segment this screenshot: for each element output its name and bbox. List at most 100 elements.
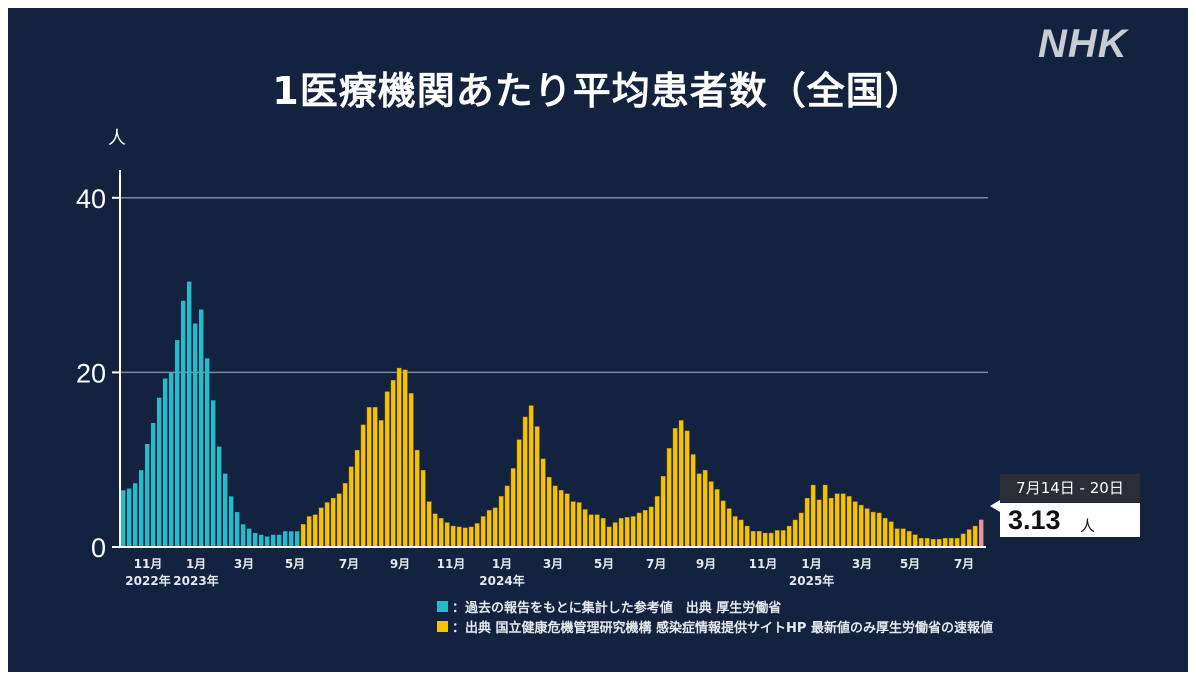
bar-official xyxy=(420,469,426,548)
bar-official xyxy=(558,490,564,548)
x-tick-label: 3月 xyxy=(543,557,563,571)
bar-official xyxy=(378,420,384,548)
x-tick-label: 5月 xyxy=(594,557,614,571)
bar-official xyxy=(678,420,684,548)
bar-official xyxy=(552,485,558,548)
bar-official xyxy=(948,538,954,548)
bar-official xyxy=(360,424,366,548)
bar-official xyxy=(792,519,798,548)
x-tick-label: 11月 xyxy=(749,557,778,571)
bar-reference xyxy=(271,534,276,547)
bar-reference xyxy=(187,281,192,547)
bar-official xyxy=(372,407,378,548)
bar-official xyxy=(966,529,972,548)
bar-official xyxy=(606,526,612,548)
bar-official xyxy=(300,524,306,548)
bar-official xyxy=(474,523,480,548)
bar-official xyxy=(834,493,840,548)
bar-official xyxy=(786,525,792,548)
bar-official xyxy=(696,473,702,548)
bar-reference xyxy=(163,378,168,547)
x-tick-label: 3月 xyxy=(234,557,254,571)
bar-official xyxy=(312,514,318,548)
bar-official xyxy=(726,508,732,548)
y-tick-label: 20 xyxy=(76,358,106,388)
bar-official xyxy=(690,454,696,548)
bar-official xyxy=(774,530,780,548)
legend-swatch-yellow xyxy=(437,621,448,632)
x-tick-label: 7月 xyxy=(339,557,359,571)
bar-official xyxy=(600,517,606,548)
x-tick-label: 11月 xyxy=(437,557,466,571)
bar-official xyxy=(330,497,336,548)
bar-official xyxy=(624,517,630,548)
bar-official xyxy=(666,448,672,548)
bar-official xyxy=(648,506,654,548)
bar-reference xyxy=(223,473,228,547)
bar-official xyxy=(396,367,402,548)
bar-official xyxy=(846,496,852,548)
bar-reference xyxy=(139,470,144,547)
chart-title: 1医療機関あたり平均患者数（全国） xyxy=(272,69,924,113)
bar-official xyxy=(822,484,828,548)
x-tick-label: 5月 xyxy=(900,557,920,571)
bar-reference xyxy=(247,528,252,547)
bar-official xyxy=(318,507,324,548)
latest-value: 3.13 xyxy=(1008,505,1061,535)
bar-official xyxy=(906,531,912,548)
bar-official xyxy=(492,507,498,548)
bar-official xyxy=(810,484,816,548)
x-tick-label: 7月 xyxy=(646,557,666,571)
bar-official xyxy=(438,517,444,548)
bar-official xyxy=(684,430,690,548)
x-tick-label: 9月 xyxy=(696,557,716,571)
bar-official xyxy=(750,531,756,548)
legend-swatch-teal xyxy=(437,601,448,612)
bar-official xyxy=(876,512,882,548)
bar-official xyxy=(972,525,978,548)
bar-official xyxy=(468,526,474,548)
bar-official xyxy=(672,428,678,548)
bar-official xyxy=(930,538,936,548)
bar-reference xyxy=(199,309,204,547)
bar-official xyxy=(744,525,750,548)
bar-reference xyxy=(175,340,180,547)
bar-official xyxy=(576,502,582,548)
bar-official xyxy=(480,516,486,548)
bar-official xyxy=(660,476,666,548)
bar-reference xyxy=(235,512,240,547)
bar-official xyxy=(348,466,354,548)
bar-reference xyxy=(133,483,138,547)
bar-official xyxy=(522,416,528,548)
bar-official xyxy=(366,407,372,548)
bar-official xyxy=(324,502,330,548)
bar-latest xyxy=(979,519,984,547)
bar-reference xyxy=(277,534,282,547)
bar-official xyxy=(510,468,516,548)
bar-official xyxy=(570,501,576,548)
x-tick-label: 7月 xyxy=(954,557,974,571)
bar-reference xyxy=(121,490,126,547)
bar-official xyxy=(780,530,786,548)
x-year-label: 2024年 xyxy=(479,573,524,588)
bar-official xyxy=(756,531,762,548)
callout-period: 7月14日 - 20日 xyxy=(1000,474,1140,502)
bar-official xyxy=(630,516,636,548)
x-tick-label: 1月 xyxy=(186,557,206,571)
bar-official xyxy=(798,512,804,548)
bar-reference xyxy=(295,531,300,547)
bar-reference xyxy=(169,372,174,547)
bar-official xyxy=(636,512,642,548)
bar-official xyxy=(714,489,720,548)
bar-official xyxy=(414,449,420,548)
bar-reference xyxy=(283,531,288,547)
bar-reference xyxy=(205,358,210,547)
bar-official xyxy=(702,469,708,548)
bar-official xyxy=(528,405,534,548)
x-tick-label: 3月 xyxy=(852,557,872,571)
bar-official xyxy=(342,483,348,548)
bar-official xyxy=(540,458,546,548)
bar-official xyxy=(618,517,624,548)
bar-reference xyxy=(265,536,270,547)
nhk-logo: NHK xyxy=(1038,22,1128,66)
